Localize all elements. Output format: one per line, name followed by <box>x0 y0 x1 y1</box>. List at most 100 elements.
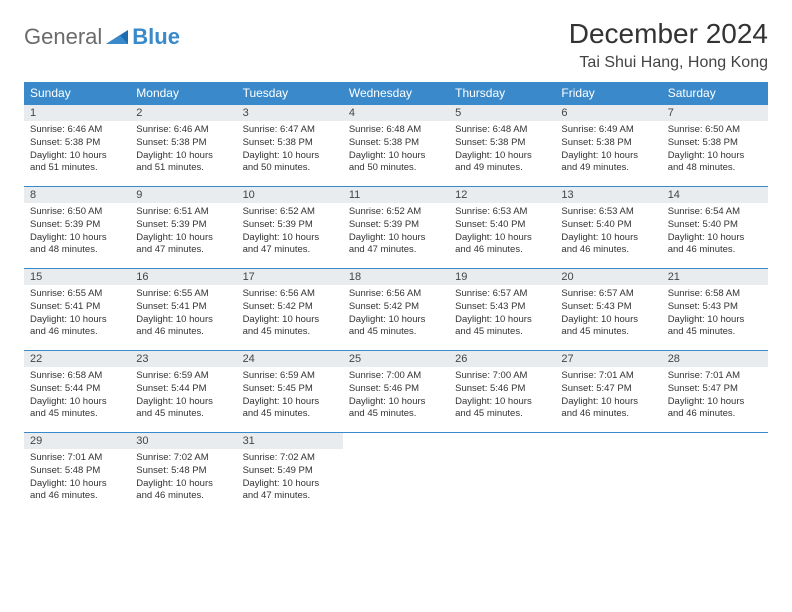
daylight-line: Daylight: 10 hours and 50 minutes. <box>349 150 443 176</box>
day-body: Sunrise: 6:58 AMSunset: 5:44 PMDaylight:… <box>24 367 130 425</box>
day-number: 15 <box>24 269 130 285</box>
sunset-line: Sunset: 5:44 PM <box>30 383 124 396</box>
calendar-cell: 9Sunrise: 6:51 AMSunset: 5:39 PMDaylight… <box>130 187 236 269</box>
day-body: Sunrise: 6:48 AMSunset: 5:38 PMDaylight:… <box>343 121 449 179</box>
sunrise-line: Sunrise: 6:53 AM <box>455 206 549 219</box>
day-number: 7 <box>662 105 768 121</box>
day-number: 26 <box>449 351 555 367</box>
day-number: 29 <box>24 433 130 449</box>
calendar-cell: 15Sunrise: 6:55 AMSunset: 5:41 PMDayligh… <box>24 269 130 351</box>
day-body: Sunrise: 6:52 AMSunset: 5:39 PMDaylight:… <box>237 203 343 261</box>
day-number: 28 <box>662 351 768 367</box>
daylight-line: Daylight: 10 hours and 45 minutes. <box>561 314 655 340</box>
daylight-line: Daylight: 10 hours and 46 minutes. <box>30 478 124 504</box>
calendar-cell: 27Sunrise: 7:01 AMSunset: 5:47 PMDayligh… <box>555 351 661 433</box>
daylight-line: Daylight: 10 hours and 45 minutes. <box>243 314 337 340</box>
day-body: Sunrise: 6:47 AMSunset: 5:38 PMDaylight:… <box>237 121 343 179</box>
calendar-cell: 11Sunrise: 6:52 AMSunset: 5:39 PMDayligh… <box>343 187 449 269</box>
brand-logo: General Blue <box>24 18 180 50</box>
day-number: 5 <box>449 105 555 121</box>
day-body: Sunrise: 7:01 AMSunset: 5:47 PMDaylight:… <box>662 367 768 425</box>
sunset-line: Sunset: 5:42 PM <box>243 301 337 314</box>
daylight-line: Daylight: 10 hours and 45 minutes. <box>243 396 337 422</box>
month-title: December 2024 <box>569 18 768 50</box>
day-number: 12 <box>449 187 555 203</box>
calendar-cell <box>449 433 555 515</box>
day-number: 2 <box>130 105 236 121</box>
header: General Blue December 2024 Tai Shui Hang… <box>24 18 768 72</box>
sunrise-line: Sunrise: 6:59 AM <box>136 370 230 383</box>
day-number: 4 <box>343 105 449 121</box>
sunset-line: Sunset: 5:46 PM <box>349 383 443 396</box>
calendar-cell: 29Sunrise: 7:01 AMSunset: 5:48 PMDayligh… <box>24 433 130 515</box>
daylight-line: Daylight: 10 hours and 45 minutes. <box>668 314 762 340</box>
sunset-line: Sunset: 5:38 PM <box>455 137 549 150</box>
calendar-cell <box>343 433 449 515</box>
sunset-line: Sunset: 5:43 PM <box>455 301 549 314</box>
daylight-line: Daylight: 10 hours and 46 minutes. <box>668 232 762 258</box>
sunset-line: Sunset: 5:41 PM <box>30 301 124 314</box>
sunrise-line: Sunrise: 7:01 AM <box>561 370 655 383</box>
daylight-line: Daylight: 10 hours and 46 minutes. <box>136 478 230 504</box>
sunrise-line: Sunrise: 6:48 AM <box>349 124 443 137</box>
day-number: 14 <box>662 187 768 203</box>
day-number: 9 <box>130 187 236 203</box>
calendar-table: SundayMondayTuesdayWednesdayThursdayFrid… <box>24 82 768 515</box>
day-number: 30 <box>130 433 236 449</box>
calendar-cell: 30Sunrise: 7:02 AMSunset: 5:48 PMDayligh… <box>130 433 236 515</box>
sunset-line: Sunset: 5:39 PM <box>30 219 124 232</box>
sunset-line: Sunset: 5:45 PM <box>243 383 337 396</box>
day-body: Sunrise: 7:01 AMSunset: 5:48 PMDaylight:… <box>24 449 130 507</box>
daylight-line: Daylight: 10 hours and 45 minutes. <box>349 396 443 422</box>
day-body: Sunrise: 6:53 AMSunset: 5:40 PMDaylight:… <box>555 203 661 261</box>
daylight-line: Daylight: 10 hours and 47 minutes. <box>243 232 337 258</box>
sunset-line: Sunset: 5:43 PM <box>561 301 655 314</box>
daylight-line: Daylight: 10 hours and 46 minutes. <box>30 314 124 340</box>
calendar-header-row: SundayMondayTuesdayWednesdayThursdayFrid… <box>24 82 768 105</box>
day-number: 22 <box>24 351 130 367</box>
sunset-line: Sunset: 5:40 PM <box>455 219 549 232</box>
calendar-cell <box>662 433 768 515</box>
sunset-line: Sunset: 5:41 PM <box>136 301 230 314</box>
day-body: Sunrise: 6:48 AMSunset: 5:38 PMDaylight:… <box>449 121 555 179</box>
sunset-line: Sunset: 5:48 PM <box>30 465 124 478</box>
day-number: 11 <box>343 187 449 203</box>
calendar-cell: 4Sunrise: 6:48 AMSunset: 5:38 PMDaylight… <box>343 105 449 187</box>
sunrise-line: Sunrise: 6:53 AM <box>561 206 655 219</box>
daylight-line: Daylight: 10 hours and 46 minutes. <box>455 232 549 258</box>
calendar-cell: 5Sunrise: 6:48 AMSunset: 5:38 PMDaylight… <box>449 105 555 187</box>
calendar-cell: 28Sunrise: 7:01 AMSunset: 5:47 PMDayligh… <box>662 351 768 433</box>
calendar-cell <box>555 433 661 515</box>
sunset-line: Sunset: 5:40 PM <box>561 219 655 232</box>
daylight-line: Daylight: 10 hours and 46 minutes. <box>668 396 762 422</box>
daylight-line: Daylight: 10 hours and 49 minutes. <box>455 150 549 176</box>
calendar-cell: 26Sunrise: 7:00 AMSunset: 5:46 PMDayligh… <box>449 351 555 433</box>
day-number: 18 <box>343 269 449 285</box>
weekday-header: Saturday <box>662 82 768 105</box>
calendar-cell: 22Sunrise: 6:58 AMSunset: 5:44 PMDayligh… <box>24 351 130 433</box>
day-number: 25 <box>343 351 449 367</box>
daylight-line: Daylight: 10 hours and 48 minutes. <box>668 150 762 176</box>
day-body: Sunrise: 7:01 AMSunset: 5:47 PMDaylight:… <box>555 367 661 425</box>
day-number: 23 <box>130 351 236 367</box>
weekday-header: Thursday <box>449 82 555 105</box>
daylight-line: Daylight: 10 hours and 47 minutes. <box>243 478 337 504</box>
calendar-cell: 10Sunrise: 6:52 AMSunset: 5:39 PMDayligh… <box>237 187 343 269</box>
sunset-line: Sunset: 5:39 PM <box>349 219 443 232</box>
day-body: Sunrise: 7:02 AMSunset: 5:49 PMDaylight:… <box>237 449 343 507</box>
calendar-cell: 31Sunrise: 7:02 AMSunset: 5:49 PMDayligh… <box>237 433 343 515</box>
brand-triangle-icon <box>106 30 128 44</box>
sunrise-line: Sunrise: 6:57 AM <box>455 288 549 301</box>
sunrise-line: Sunrise: 7:02 AM <box>243 452 337 465</box>
daylight-line: Daylight: 10 hours and 45 minutes. <box>455 396 549 422</box>
daylight-line: Daylight: 10 hours and 45 minutes. <box>455 314 549 340</box>
day-body: Sunrise: 6:49 AMSunset: 5:38 PMDaylight:… <box>555 121 661 179</box>
daylight-line: Daylight: 10 hours and 50 minutes. <box>243 150 337 176</box>
calendar-cell: 7Sunrise: 6:50 AMSunset: 5:38 PMDaylight… <box>662 105 768 187</box>
day-number: 17 <box>237 269 343 285</box>
sunrise-line: Sunrise: 6:51 AM <box>136 206 230 219</box>
sunrise-line: Sunrise: 6:58 AM <box>668 288 762 301</box>
calendar-cell: 13Sunrise: 6:53 AMSunset: 5:40 PMDayligh… <box>555 187 661 269</box>
daylight-line: Daylight: 10 hours and 51 minutes. <box>30 150 124 176</box>
weekday-header: Friday <box>555 82 661 105</box>
